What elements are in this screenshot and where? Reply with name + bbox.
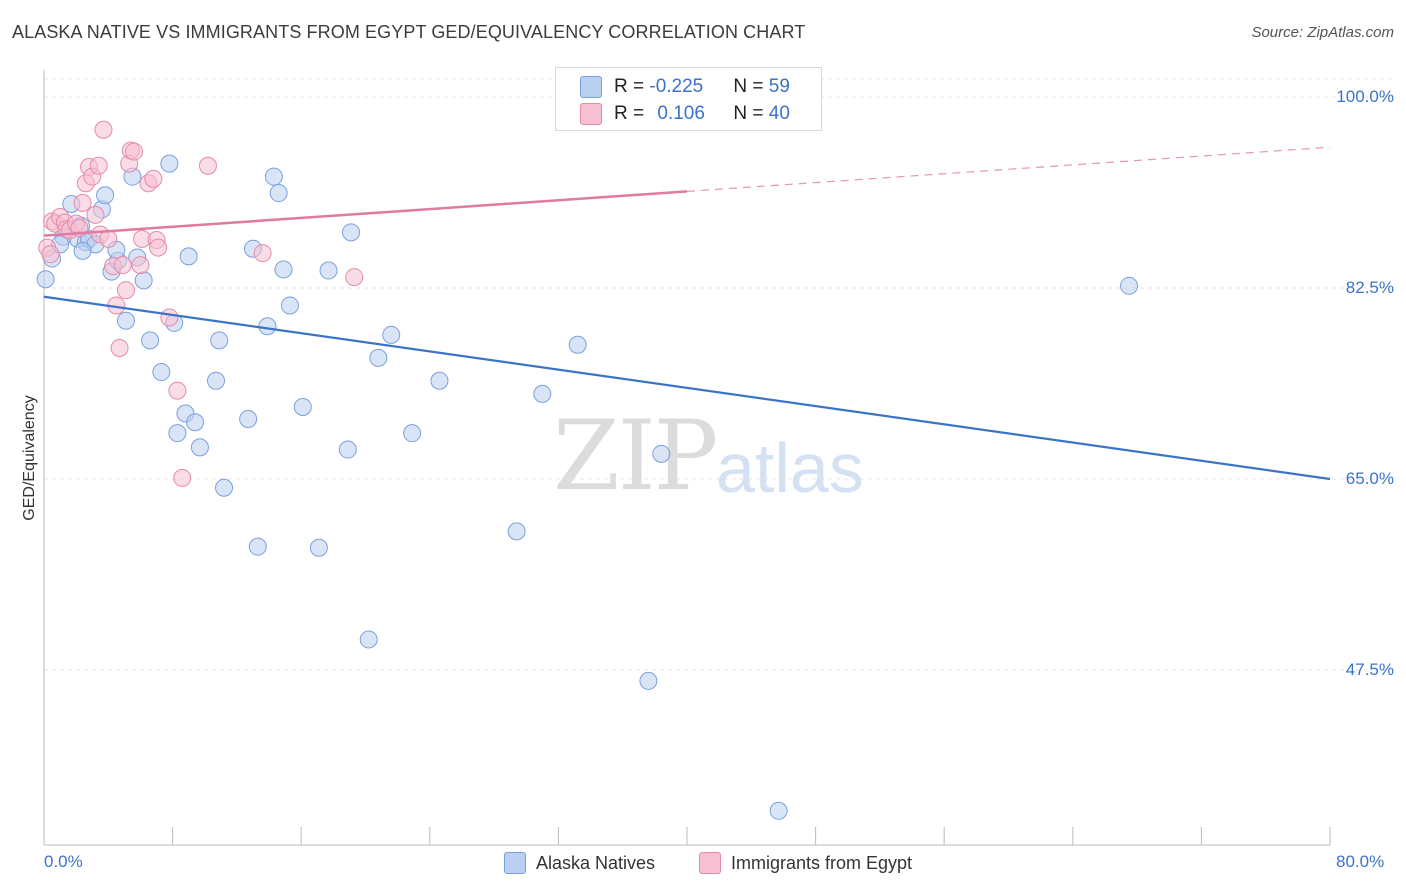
alaska-native-point [1120,276,1139,295]
egypt-trend-line-projection [686,146,1331,193]
alaska-native-point [382,325,401,344]
alaska-native-point [179,247,198,266]
egypt-immigrant-point [131,256,150,275]
alaska-native-point [280,296,299,315]
egypt-immigrant-point [198,156,217,175]
alaska-native-point [152,363,171,382]
legend-r-label: R = [614,76,650,97]
y-tick-label: 100.0% [1336,87,1394,106]
egypt-immigrant-point [144,169,163,188]
egypt-immigrant-point [149,238,168,257]
alaska-native-point [207,371,226,390]
alaska-native-point [359,630,378,649]
source-label: Source: ZipAtlas.com [1251,24,1394,41]
alaska-native-point [769,801,788,820]
egypt-immigrant-point [94,120,113,139]
y-tick-label: 47.5% [1345,660,1394,679]
alaska-native-point [319,261,338,280]
egypt-immigrant-point [168,381,187,400]
legend-r-value: -0.225 [649,76,704,97]
alaska-native-point [248,537,267,556]
alaska-native-point [342,223,361,242]
egypt-immigrant-point [173,468,192,487]
alaska-native-point [168,424,187,443]
x-tick-label-min: 0.0% [44,852,83,871]
alaska-native-point [160,154,179,173]
legend-swatch-pink [580,103,602,125]
egypt-trend-line [43,190,688,237]
bottom-legend-alaska: Alaska Natives [504,852,655,874]
egypt-immigrant-point [113,256,132,275]
bottom-legend-label: Alaska Natives [536,852,656,873]
alaska-native-point [403,424,422,443]
chart-title: ALASKA NATIVE VS IMMIGRANTS FROM EGYPT G… [12,22,806,42]
y-tick-label: 65.0% [1345,469,1394,488]
alaska-native-point [293,397,312,416]
legend-row-egypt: R = 0.106 N = 40 [580,101,790,127]
legend-n-label: N = [733,103,769,124]
egypt-immigrant-point [110,339,129,358]
watermark-zip: ZIP [553,400,718,512]
alaska-native-point [639,671,658,690]
alaska-native-point [533,384,552,403]
legend-n-value: 59 [768,76,790,97]
legend-swatch-blue [580,76,602,98]
alaska-native-point [369,348,388,367]
alaska-native-point [258,317,277,336]
egypt-immigrant-point [41,245,60,264]
alaska-native-point [430,371,449,390]
x-tick-label-max: 80.0% [1336,852,1385,871]
egypt-immigrant-point [345,268,364,287]
y-tick-label: 82.5% [1345,278,1394,297]
watermark-atlas: atlas [716,429,864,507]
correlation-legend: R = -0.225 N = 59 R = 0.106 N = 40 [555,67,822,131]
egypt-immigrant-point [89,156,108,175]
legend-r-value: 0.106 [657,103,705,124]
alaska-native-point [186,413,205,432]
bottom-legend-swatch-blue [504,852,526,874]
alaska-native-point [116,311,135,330]
alaska-trend-line [43,295,1331,481]
bottom-legend-swatch-pink [699,852,721,874]
legend-n-label: N = [733,76,769,97]
alaska-native-point [507,522,526,541]
alaska-native-point [309,538,328,557]
alaska-native-point [215,478,234,497]
egypt-immigrant-point [116,281,135,300]
alaska-native-point [274,260,293,279]
alaska-native-point [36,270,55,289]
alaska-native-point [338,440,357,459]
bottom-legend-egypt: Immigrants from Egypt [699,852,912,874]
alaska-native-point [141,331,160,350]
bottom-legend-label: Immigrants from Egypt [731,852,913,873]
egypt-immigrant-point [160,308,179,327]
legend-n-value: 40 [768,103,790,124]
egypt-immigrant-point [125,142,144,161]
alaska-native-point [73,241,92,260]
alaska-native-point [190,438,209,457]
alaska-native-point [652,444,671,463]
egypt-immigrant-point [86,205,105,224]
alaska-native-point [239,409,258,428]
alaska-native-point [568,335,587,354]
legend-row-alaska: R = -0.225 N = 59 [580,74,790,100]
alaska-native-point [264,167,283,186]
egypt-immigrant-point [73,193,92,212]
egypt-immigrant-point [253,244,272,263]
alaska-native-point [210,331,229,350]
alaska-native-point [269,184,288,203]
egypt-immigrant-point [99,229,118,248]
legend-r-label: R = [614,103,650,124]
alaska-native-point [96,186,115,205]
alaska-native-point [134,271,153,290]
